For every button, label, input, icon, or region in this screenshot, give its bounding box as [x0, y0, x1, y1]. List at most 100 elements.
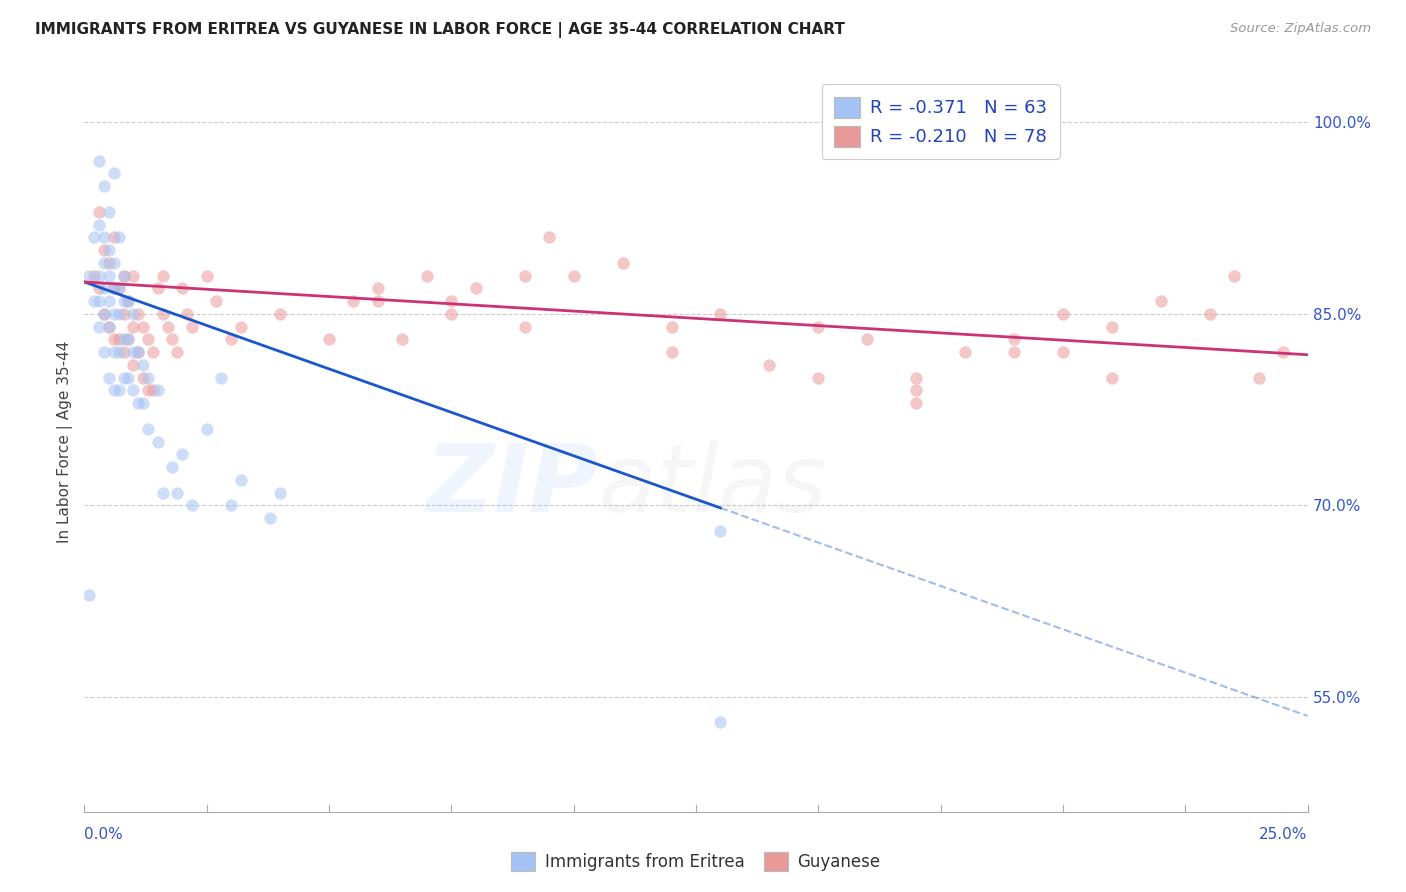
Point	[1223, 268, 1246, 283]
Point	[122, 268, 145, 283]
Point	[112, 268, 135, 283]
Point	[117, 294, 139, 309]
Point	[1002, 345, 1025, 359]
Point	[83, 268, 105, 283]
Point	[97, 319, 120, 334]
Point	[103, 281, 125, 295]
Point	[107, 345, 129, 359]
Point	[162, 460, 184, 475]
Point	[107, 307, 129, 321]
Point	[132, 319, 155, 334]
Point	[146, 281, 169, 295]
Point	[103, 230, 125, 244]
Point	[709, 307, 731, 321]
Point	[93, 243, 115, 257]
Point	[142, 345, 165, 359]
Y-axis label: In Labor Force | Age 35-44: In Labor Force | Age 35-44	[58, 341, 73, 542]
Point	[103, 384, 125, 398]
Point	[416, 268, 439, 283]
Point	[146, 434, 169, 449]
Point	[166, 345, 188, 359]
Point	[127, 345, 149, 359]
Point	[103, 333, 125, 347]
Point	[513, 319, 536, 334]
Point	[93, 307, 115, 321]
Point	[152, 268, 174, 283]
Point	[87, 319, 110, 334]
Point	[166, 485, 188, 500]
Point	[953, 345, 976, 359]
Point	[269, 307, 291, 321]
Point	[229, 319, 252, 334]
Point	[195, 422, 218, 436]
Point	[229, 473, 252, 487]
Point	[367, 281, 389, 295]
Point	[127, 396, 149, 410]
Point	[758, 358, 780, 372]
Text: ZIP: ZIP	[425, 440, 598, 532]
Text: Source: ZipAtlas.com: Source: ZipAtlas.com	[1230, 22, 1371, 36]
Point	[152, 307, 174, 321]
Point	[612, 256, 634, 270]
Point	[259, 511, 281, 525]
Point	[122, 307, 145, 321]
Point	[77, 588, 100, 602]
Point	[172, 447, 194, 461]
Point	[1101, 319, 1123, 334]
Point	[97, 204, 120, 219]
Legend: Immigrants from Eritrea, Guyanese: Immigrants from Eritrea, Guyanese	[505, 845, 887, 878]
Point	[117, 333, 139, 347]
Point	[97, 319, 120, 334]
Point	[97, 268, 120, 283]
Point	[117, 294, 139, 309]
Point	[538, 230, 561, 244]
Point	[136, 333, 159, 347]
Point	[856, 333, 879, 347]
Point	[661, 345, 683, 359]
Point	[905, 384, 928, 398]
Point	[513, 268, 536, 283]
Point	[132, 396, 155, 410]
Point	[122, 345, 145, 359]
Point	[905, 370, 928, 384]
Point	[136, 370, 159, 384]
Point	[122, 358, 145, 372]
Text: 25.0%: 25.0%	[1260, 827, 1308, 842]
Point	[122, 384, 145, 398]
Point	[367, 294, 389, 309]
Point	[83, 230, 105, 244]
Point	[181, 319, 204, 334]
Point	[127, 307, 149, 321]
Point	[661, 319, 683, 334]
Point	[1247, 370, 1270, 384]
Point	[132, 358, 155, 372]
Point	[112, 345, 135, 359]
Point	[87, 268, 110, 283]
Point	[1002, 333, 1025, 347]
Point	[391, 333, 413, 347]
Point	[1052, 307, 1074, 321]
Point	[112, 307, 135, 321]
Point	[83, 294, 105, 309]
Point	[97, 370, 120, 384]
Point	[807, 319, 830, 334]
Point	[172, 281, 194, 295]
Point	[219, 499, 242, 513]
Point	[181, 499, 204, 513]
Point	[709, 715, 731, 730]
Point	[219, 333, 242, 347]
Point	[93, 179, 115, 194]
Point	[87, 281, 110, 295]
Point	[107, 384, 129, 398]
Point	[156, 319, 179, 334]
Point	[146, 384, 169, 398]
Text: atlas: atlas	[598, 441, 827, 532]
Point	[87, 204, 110, 219]
Point	[97, 243, 120, 257]
Point	[77, 268, 100, 283]
Point	[103, 166, 125, 180]
Point	[93, 345, 115, 359]
Point	[97, 294, 120, 309]
Point	[93, 230, 115, 244]
Point	[122, 319, 145, 334]
